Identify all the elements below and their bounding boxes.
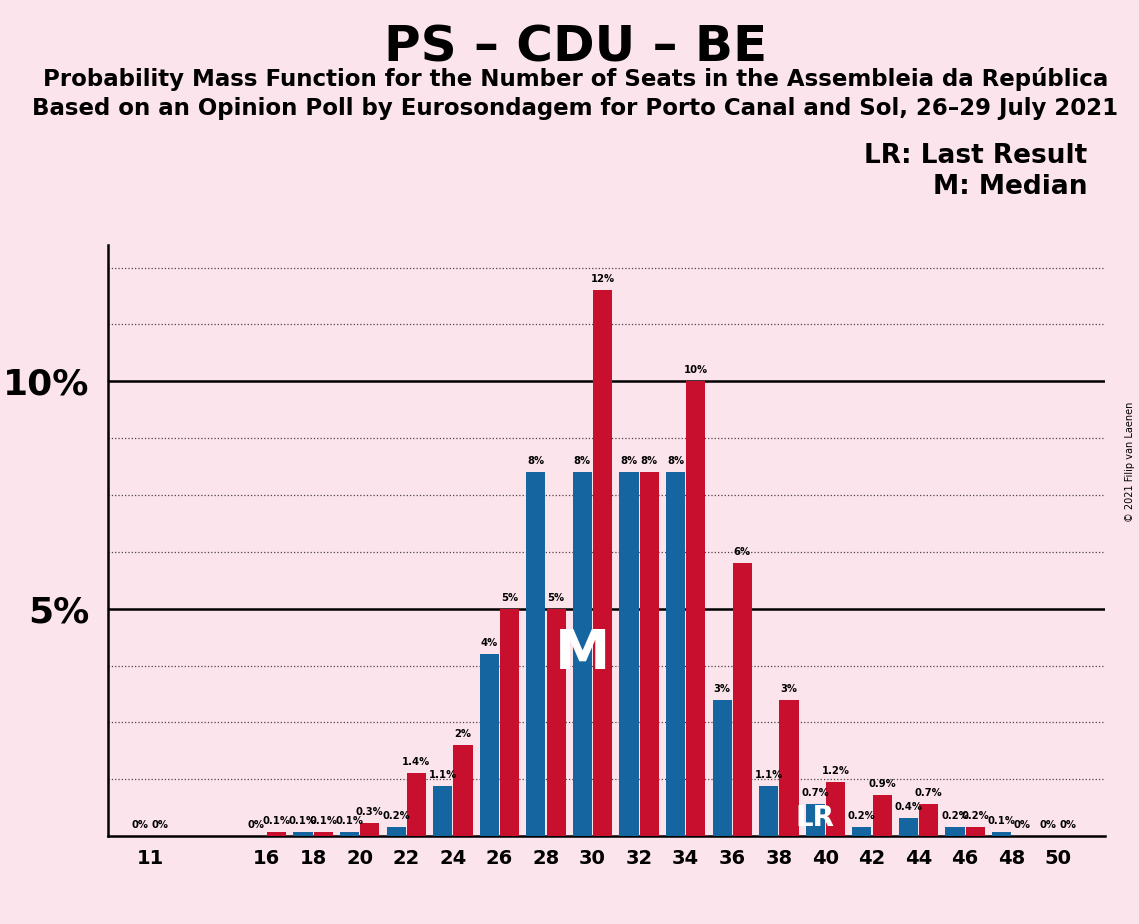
Text: 3%: 3% bbox=[780, 684, 797, 694]
Text: 0%: 0% bbox=[1040, 821, 1057, 831]
Bar bbox=[919, 805, 939, 836]
Bar bbox=[732, 564, 752, 836]
Text: 8%: 8% bbox=[667, 456, 685, 467]
Text: 1.1%: 1.1% bbox=[754, 771, 782, 780]
Text: 4%: 4% bbox=[481, 638, 498, 649]
Bar bbox=[526, 472, 546, 836]
Bar bbox=[294, 832, 312, 836]
Bar bbox=[945, 827, 965, 836]
Bar bbox=[593, 290, 613, 836]
Bar bbox=[433, 786, 452, 836]
Text: 0%: 0% bbox=[151, 821, 169, 831]
Bar bbox=[500, 609, 519, 836]
Text: 8%: 8% bbox=[621, 456, 638, 467]
Bar bbox=[313, 832, 333, 836]
Text: 5%: 5% bbox=[548, 593, 565, 602]
Text: 0.2%: 0.2% bbox=[847, 811, 876, 821]
Bar bbox=[453, 746, 473, 836]
Text: 0.1%: 0.1% bbox=[988, 816, 1016, 826]
Bar bbox=[620, 472, 639, 836]
Text: 1.1%: 1.1% bbox=[428, 771, 457, 780]
Bar bbox=[826, 782, 845, 836]
Bar bbox=[407, 772, 426, 836]
Text: 0.2%: 0.2% bbox=[961, 811, 989, 821]
Bar bbox=[760, 786, 778, 836]
Text: 0.2%: 0.2% bbox=[941, 811, 969, 821]
Text: M: M bbox=[555, 627, 611, 681]
Text: 0.7%: 0.7% bbox=[802, 788, 829, 798]
Bar bbox=[779, 699, 798, 836]
Text: 0.1%: 0.1% bbox=[336, 816, 363, 826]
Bar bbox=[966, 827, 985, 836]
Text: 0%: 0% bbox=[1060, 821, 1076, 831]
Text: M: Median: M: Median bbox=[933, 174, 1088, 200]
Text: 3%: 3% bbox=[714, 684, 730, 694]
Text: 2%: 2% bbox=[454, 729, 472, 739]
Text: 5%: 5% bbox=[501, 593, 518, 602]
Bar bbox=[687, 382, 705, 836]
Bar bbox=[386, 827, 405, 836]
Text: LR: LR bbox=[796, 804, 835, 832]
Text: 12%: 12% bbox=[591, 274, 615, 285]
Bar bbox=[666, 472, 685, 836]
Text: 0.7%: 0.7% bbox=[915, 788, 943, 798]
Text: 0.1%: 0.1% bbox=[263, 816, 290, 826]
Bar bbox=[573, 472, 592, 836]
Text: 8%: 8% bbox=[640, 456, 658, 467]
Text: Probability Mass Function for the Number of Seats in the Assembleia da República: Probability Mass Function for the Number… bbox=[42, 67, 1108, 91]
Text: © 2021 Filip van Laenen: © 2021 Filip van Laenen bbox=[1125, 402, 1134, 522]
Text: 0%: 0% bbox=[131, 821, 148, 831]
Text: 1.2%: 1.2% bbox=[821, 766, 850, 776]
Bar bbox=[852, 827, 871, 836]
Text: 0%: 0% bbox=[1014, 821, 1031, 831]
Text: 10%: 10% bbox=[683, 365, 707, 375]
Bar bbox=[713, 699, 731, 836]
Text: 0.4%: 0.4% bbox=[894, 802, 923, 812]
Bar bbox=[640, 472, 658, 836]
Text: LR: Last Result: LR: Last Result bbox=[865, 143, 1088, 169]
Text: PS – CDU – BE: PS – CDU – BE bbox=[384, 23, 767, 71]
Bar bbox=[341, 832, 359, 836]
Bar bbox=[899, 818, 918, 836]
Bar bbox=[480, 654, 499, 836]
Text: 1.4%: 1.4% bbox=[402, 757, 431, 767]
Text: 8%: 8% bbox=[574, 456, 591, 467]
Text: 0.9%: 0.9% bbox=[868, 779, 896, 789]
Text: 6%: 6% bbox=[734, 547, 751, 557]
Text: 0.3%: 0.3% bbox=[357, 807, 384, 817]
Bar bbox=[268, 832, 286, 836]
Text: 8%: 8% bbox=[527, 456, 544, 467]
Text: Based on an Opinion Poll by Eurosondagem for Porto Canal and Sol, 26–29 July 202: Based on an Opinion Poll by Eurosondagem… bbox=[32, 97, 1118, 120]
Bar bbox=[992, 832, 1011, 836]
Bar bbox=[805, 805, 825, 836]
Bar bbox=[547, 609, 566, 836]
Text: 0.1%: 0.1% bbox=[310, 816, 337, 826]
Text: 0%: 0% bbox=[248, 821, 265, 831]
Bar bbox=[872, 796, 892, 836]
Text: 0.2%: 0.2% bbox=[383, 811, 410, 821]
Text: 0.1%: 0.1% bbox=[289, 816, 317, 826]
Bar bbox=[360, 822, 379, 836]
